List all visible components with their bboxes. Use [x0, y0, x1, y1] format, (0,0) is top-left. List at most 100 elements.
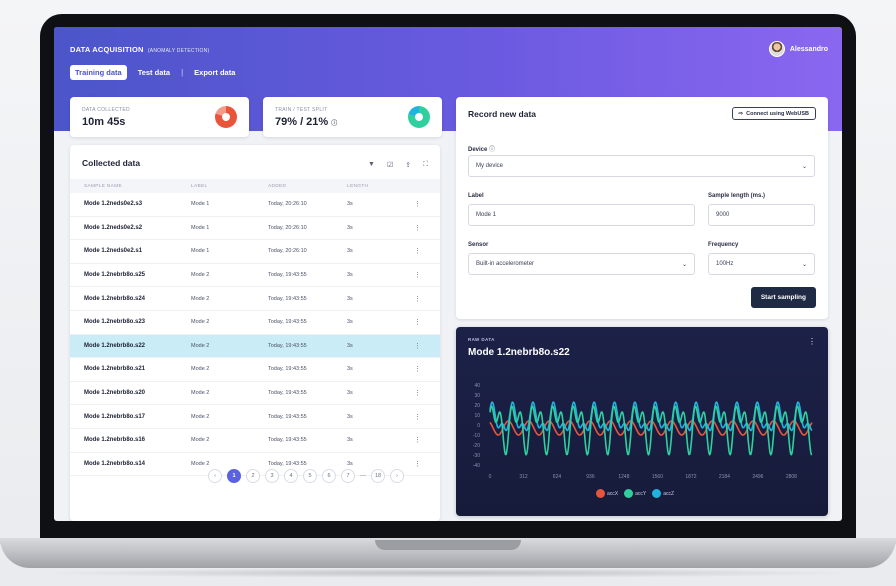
length-cell: 3s: [347, 272, 353, 279]
added-cell: Today, 19:43:55: [268, 413, 307, 420]
more-options-icon[interactable]: ⋮: [808, 337, 816, 346]
upload-icon[interactable]: ⇪: [405, 162, 412, 169]
frequency-label: Frequency: [708, 242, 739, 248]
page-button-4[interactable]: 4: [284, 469, 298, 483]
added-cell: Today, 19:43:55: [268, 366, 307, 373]
added-cell: Today, 19:43:55: [268, 272, 307, 279]
added-cell: Today, 20:26:10: [268, 248, 307, 255]
filter-icon[interactable]: ▼: [368, 161, 375, 168]
row-menu-icon[interactable]: ⋮: [414, 319, 421, 327]
legend-item-accX[interactable]: accX: [596, 489, 618, 498]
next-page-button[interactable]: ›: [390, 469, 404, 483]
sample-name-cell: Mode 1.2nebrb8o.s23: [84, 319, 146, 326]
sensor-select[interactable]: Built-in accelerometer ⌄: [468, 253, 695, 275]
table-row[interactable]: Mode 1.2nebrb8o.s25 Mode 2 Today, 19:43:55…: [70, 264, 440, 288]
connect-webusb-button[interactable]: ⇨ Connect using WebUSB: [731, 107, 816, 120]
legend-label: accY: [635, 490, 647, 497]
table-header: SAMPLE NAME LABEL ADDED LENGTH: [70, 179, 440, 193]
page-button-18[interactable]: 18: [371, 469, 385, 483]
page-button-2[interactable]: 2: [246, 469, 260, 483]
table-row[interactable]: Mode 1.2nebrb8o.s24 Mode 2 Today, 19:43:55…: [70, 287, 440, 311]
device-select[interactable]: My device ⌄: [468, 155, 815, 177]
legend-item-accY[interactable]: accY: [624, 489, 646, 498]
table-row[interactable]: Mode 1.2nebrb8o.s20 Mode 2 Today, 19:43:55…: [70, 382, 440, 406]
split-donut: [408, 106, 430, 128]
page-button-3[interactable]: 3: [265, 469, 279, 483]
row-menu-icon[interactable]: ⋮: [414, 248, 421, 256]
sensor-label: Sensor: [468, 242, 489, 248]
select-icon[interactable]: ☑: [386, 162, 394, 169]
x-tick-label: 624: [553, 474, 562, 480]
table-row[interactable]: Mode 1.2nebrb8o.s21 Mode 2 Today, 19:43:55…: [70, 358, 440, 382]
table-row[interactable]: Mode 1.2neds0e2.s2 Mode 1 Today, 20:26:10 3…: [70, 217, 440, 241]
sample-name-cell: Mode 1.2nebrb8o.s17: [84, 413, 146, 420]
table-row[interactable]: Mode 1.2neds0e2.s1 Mode 1 Today, 20:26:10 3…: [70, 240, 440, 264]
added-cell: Today, 19:43:55: [268, 390, 307, 397]
row-menu-icon[interactable]: ⋮: [414, 413, 421, 421]
row-menu-icon[interactable]: ⋮: [414, 272, 421, 280]
prev-page-button[interactable]: ‹: [208, 469, 222, 483]
info-icon[interactable]: ⓘ: [331, 121, 338, 127]
table-row[interactable]: Mode 1.2nebrb8o.s17 Mode 2 Today, 19:43:55…: [70, 405, 440, 429]
added-cell: Today, 20:26:10: [268, 201, 307, 208]
page-button-7[interactable]: 7: [341, 469, 355, 483]
avatar[interactable]: [768, 41, 785, 57]
label-input[interactable]: Mode 1: [468, 204, 695, 226]
series-line-accY: [489, 405, 813, 456]
label-cell: Mode 2: [191, 319, 210, 326]
page-button-1[interactable]: 1: [227, 469, 241, 483]
collected-data-panel: Collected data ▼ ☑ ⇪ ⛶ SAMPLE NAME LABEL…: [70, 145, 440, 521]
sample-name-cell: Mode 1.2nebrb8o.s20: [84, 390, 146, 397]
label-cell: Mode 2: [191, 437, 210, 444]
start-sampling-button[interactable]: Start sampling: [750, 287, 816, 308]
length-cell: 3s: [347, 201, 353, 208]
collected-data-title: Collected data: [82, 158, 141, 168]
table-row[interactable]: Mode 1.2nebrb8o.s22 Mode 2 Today, 19:43:55…: [70, 334, 440, 359]
tab-training-data[interactable]: Training data: [70, 65, 127, 80]
data-collected-label: DATA COLLECTED: [82, 107, 130, 113]
legend-item-accZ[interactable]: accZ: [652, 489, 674, 498]
length-cell: 3s: [347, 390, 353, 397]
sample-name-cell: Mode 1.2nebrb8o.s21: [84, 366, 146, 373]
frequency-select[interactable]: 100Hz ⌄: [708, 253, 815, 275]
y-tick-label: 0: [477, 423, 480, 429]
length-cell: 3s: [347, 342, 353, 349]
pagination-ellipsis: —: [360, 473, 366, 479]
table-toolbar: ▼ ☑ ⇪ ⛶: [368, 161, 428, 169]
tab-export-data[interactable]: Export data: [194, 68, 236, 77]
tab-test-data[interactable]: Test data: [137, 68, 171, 77]
legend-swatch: [624, 489, 634, 498]
sample-length-input[interactable]: 9000: [708, 204, 815, 226]
added-cell: Today, 19:43:55: [268, 460, 307, 467]
legend-label: accZ: [663, 490, 675, 497]
row-menu-icon[interactable]: ⋮: [414, 437, 421, 445]
row-menu-icon[interactable]: ⋮: [414, 224, 421, 232]
x-tick-label: 1248: [618, 474, 629, 480]
device-label-text: Device: [468, 147, 488, 153]
row-menu-icon[interactable]: ⋮: [414, 342, 421, 350]
tabs: Training data Test data | Export data: [70, 65, 240, 80]
row-menu-icon[interactable]: ⋮: [414, 460, 421, 468]
user-menu[interactable]: Alessandro: [768, 41, 828, 57]
table-row[interactable]: Mode 1.2nebrb8o.s23 Mode 2 Today, 19:43:55…: [70, 311, 440, 335]
row-menu-icon[interactable]: ⋮: [414, 390, 421, 398]
page-button-6[interactable]: 6: [322, 469, 336, 483]
page-button-5[interactable]: 5: [303, 469, 317, 483]
train-test-split-card: TRAIN / TEST SPLIT 79% / 21% ⓘ: [263, 97, 442, 137]
row-menu-icon[interactable]: ⋮: [414, 366, 421, 374]
row-menu-icon[interactable]: ⋮: [414, 201, 421, 209]
expand-icon[interactable]: ⛶: [423, 161, 428, 168]
length-cell: 3s: [347, 319, 353, 326]
table-row[interactable]: Mode 1.2nebrb8o.s16 Mode 2 Today, 19:43:55…: [70, 429, 440, 453]
table-row[interactable]: Mode 1.2neds0e2.s3 Mode 1 Today, 20:26:10 3…: [70, 193, 440, 217]
sample-name-cell: Mode 1.2neds0e2.s2: [84, 224, 143, 231]
help-icon[interactable]: ⓘ: [489, 147, 496, 153]
length-cell: 3s: [347, 366, 353, 373]
raw-data-chart: 40 30 20 10 0 -10 -20 -30 -40 0 312 624 936 1248 1560 1…: [473, 383, 813, 480]
added-cell: Today, 19:43:55: [268, 319, 307, 326]
row-menu-icon[interactable]: ⋮: [414, 295, 421, 303]
length-cell: 3s: [347, 295, 353, 302]
app-screen: DATA ACQUISITION (ANOMALY DETECTION) Tra…: [54, 27, 842, 521]
label-cell: Mode 2: [191, 272, 210, 279]
tab-divider: |: [181, 68, 184, 77]
